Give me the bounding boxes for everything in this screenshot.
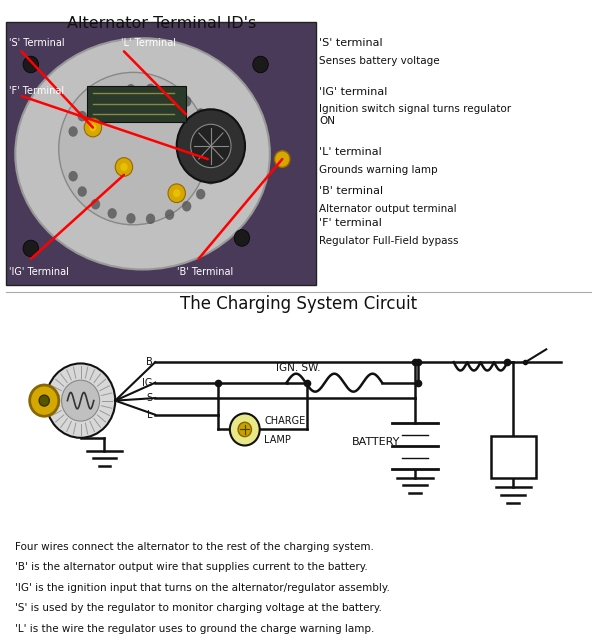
Text: 'B' is the alternator output wire that supplies current to the battery.: 'B' is the alternator output wire that s…: [15, 562, 368, 572]
Text: 'B' terminal: 'B' terminal: [319, 186, 383, 196]
Circle shape: [173, 189, 180, 197]
Circle shape: [39, 395, 50, 406]
Text: 'B' Terminal: 'B' Terminal: [177, 267, 233, 277]
Ellipse shape: [146, 213, 155, 224]
Text: Alternator output terminal: Alternator output terminal: [319, 204, 457, 214]
Text: 'F' terminal: 'F' terminal: [319, 218, 382, 228]
Circle shape: [275, 151, 290, 167]
Ellipse shape: [91, 199, 100, 210]
Circle shape: [84, 118, 101, 137]
Ellipse shape: [196, 108, 205, 119]
Ellipse shape: [91, 98, 100, 109]
Ellipse shape: [206, 174, 216, 185]
Ellipse shape: [165, 88, 174, 98]
Circle shape: [168, 184, 186, 203]
Circle shape: [177, 110, 245, 183]
Ellipse shape: [69, 126, 78, 137]
Text: 'S' is used by the regulator to monitor charging voltage at the battery.: 'S' is used by the regulator to monitor …: [15, 603, 382, 613]
Ellipse shape: [211, 157, 220, 168]
Ellipse shape: [206, 123, 216, 134]
Text: The Charging System Circuit: The Charging System Circuit: [180, 295, 417, 313]
Circle shape: [253, 56, 268, 73]
Circle shape: [23, 240, 39, 257]
Circle shape: [89, 124, 97, 131]
Ellipse shape: [127, 84, 136, 95]
Text: Grounds warning lamp: Grounds warning lamp: [319, 165, 438, 176]
Text: CHARGE: CHARGE: [264, 416, 306, 426]
Text: 'IG' terminal: 'IG' terminal: [319, 87, 388, 97]
Text: IGN. SW.: IGN. SW.: [276, 363, 321, 373]
Ellipse shape: [196, 189, 205, 199]
Ellipse shape: [16, 38, 270, 269]
Text: BATTERY: BATTERY: [352, 437, 400, 447]
Text: 'F' Terminal: 'F' Terminal: [9, 86, 64, 96]
Ellipse shape: [78, 111, 87, 121]
Text: Ignition switch signal turns regulator
ON: Ignition switch signal turns regulator O…: [319, 104, 512, 126]
Circle shape: [190, 124, 231, 168]
Text: IG: IG: [143, 378, 153, 388]
Circle shape: [120, 163, 128, 171]
Ellipse shape: [211, 140, 220, 151]
Ellipse shape: [146, 83, 155, 94]
Text: S: S: [147, 393, 153, 403]
Circle shape: [238, 422, 251, 437]
Text: Four wires connect the alternator to the rest of the charging system.: Four wires connect the alternator to the…: [15, 542, 374, 552]
Text: 'L' Terminal: 'L' Terminal: [121, 38, 176, 49]
Circle shape: [115, 158, 133, 176]
Bar: [491, 436, 536, 478]
Text: 'S' terminal: 'S' terminal: [319, 38, 383, 49]
Text: B: B: [146, 357, 153, 367]
Ellipse shape: [165, 210, 174, 220]
Ellipse shape: [78, 187, 87, 197]
Text: 'L' terminal: 'L' terminal: [319, 147, 382, 158]
Text: L: L: [147, 410, 153, 420]
Ellipse shape: [127, 213, 136, 224]
Text: LAMP: LAMP: [264, 435, 291, 445]
Text: Regulator Full-Field bypass: Regulator Full-Field bypass: [319, 236, 459, 246]
Text: Senses battery voltage: Senses battery voltage: [319, 56, 440, 67]
Bar: [6, 22, 316, 285]
Circle shape: [230, 413, 260, 445]
Bar: [87, 85, 186, 122]
Text: 'L' is the wire the regulator uses to ground the charge warning lamp.: 'L' is the wire the regulator uses to gr…: [15, 624, 374, 634]
Text: 'S' Terminal: 'S' Terminal: [9, 38, 64, 49]
Circle shape: [30, 385, 59, 416]
Ellipse shape: [59, 72, 208, 225]
Ellipse shape: [182, 201, 192, 212]
Ellipse shape: [182, 96, 192, 106]
Circle shape: [46, 363, 115, 438]
Ellipse shape: [107, 208, 117, 219]
Ellipse shape: [69, 171, 78, 181]
Text: Alternator Terminal ID's: Alternator Terminal ID's: [66, 16, 256, 31]
Text: VEHICLE
LOADS: VEHICLE LOADS: [491, 446, 536, 467]
Circle shape: [234, 229, 250, 246]
Text: 'IG' Terminal: 'IG' Terminal: [9, 267, 69, 277]
Circle shape: [61, 380, 100, 421]
Ellipse shape: [107, 89, 117, 99]
Text: 'IG' is the ignition input that turns on the alternator/regulator assembly.: 'IG' is the ignition input that turns on…: [15, 583, 390, 593]
Circle shape: [23, 56, 39, 73]
